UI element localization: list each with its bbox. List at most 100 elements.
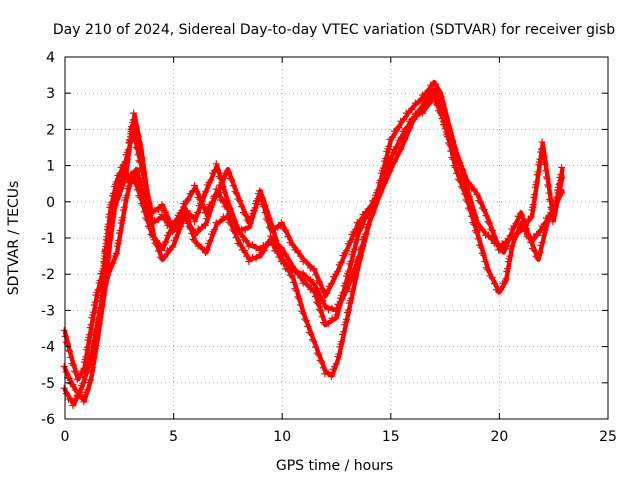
data-point (116, 226, 124, 234)
data-point (145, 199, 153, 207)
data-point (454, 157, 462, 165)
data-point (504, 265, 512, 273)
data-point (226, 204, 234, 212)
data-point (136, 158, 144, 166)
data-point (323, 289, 331, 297)
data-point (484, 231, 492, 239)
data-point (473, 191, 481, 199)
data-point (130, 136, 138, 144)
x-tick-label: 20 (490, 429, 508, 445)
data-point (194, 209, 202, 217)
data-point (288, 272, 296, 280)
data-point (241, 210, 249, 218)
data-point (542, 167, 550, 175)
data-point (86, 376, 94, 384)
data-point (112, 249, 120, 257)
data-point (134, 151, 142, 159)
x-tick-label: 15 (382, 429, 400, 445)
data-point (530, 246, 538, 254)
x-tick-label: 10 (273, 429, 291, 445)
data-point (245, 258, 253, 266)
data-point (463, 186, 471, 194)
data-point (415, 97, 423, 105)
data-point (198, 243, 206, 251)
data-point (484, 218, 492, 226)
data-point (408, 115, 416, 123)
data-point (319, 297, 327, 305)
data-point (518, 211, 526, 219)
data-point (537, 145, 545, 153)
data-point (442, 128, 450, 136)
data-point (346, 237, 354, 245)
data-point (204, 207, 212, 215)
data-point (107, 214, 115, 222)
data-point (311, 292, 319, 300)
data-point (251, 204, 259, 212)
data-point (194, 242, 202, 250)
data-point (301, 315, 309, 323)
data-point (220, 189, 228, 197)
data-point (69, 381, 77, 389)
y-tick-label: 4 (46, 50, 55, 66)
data-point (543, 175, 551, 183)
data-point (135, 192, 143, 200)
data-point (487, 235, 495, 243)
data-point (487, 225, 495, 233)
data-point (66, 347, 74, 355)
data-point (137, 164, 145, 172)
data-point (536, 248, 544, 256)
y-tick-label: -5 (41, 376, 55, 392)
data-point (480, 206, 488, 214)
data-point (553, 193, 561, 201)
data-point (129, 130, 137, 138)
data-point (80, 398, 88, 406)
data-point (269, 241, 277, 249)
data-point (541, 226, 549, 234)
data-point (343, 247, 351, 255)
data-point (438, 99, 446, 107)
data-point (403, 124, 411, 132)
data-point (87, 321, 95, 329)
data-point (355, 253, 363, 261)
data-point (223, 212, 231, 220)
data-point (531, 191, 539, 199)
data-point (128, 124, 136, 132)
data-point (184, 216, 192, 224)
data-point (130, 178, 138, 186)
data-point (327, 280, 335, 288)
x-axis-label: GPS time / hours (276, 458, 393, 474)
data-point (555, 181, 563, 189)
y-tick-label: 2 (46, 122, 55, 138)
data-point (533, 178, 541, 186)
data-point (541, 160, 549, 168)
data-point (488, 273, 496, 281)
data-point (383, 164, 391, 172)
data-point (299, 258, 307, 266)
data-point (208, 199, 216, 207)
data-point (116, 170, 124, 178)
data-point (419, 109, 427, 117)
data-series-layer (60, 79, 566, 409)
data-point (218, 179, 226, 187)
data-point (545, 216, 553, 224)
data-point (310, 337, 318, 345)
data-point (335, 350, 343, 358)
chart-title: Day 210 of 2024, Sidereal Day-to-day VTE… (53, 22, 615, 38)
data-point (352, 236, 360, 244)
data-point (100, 259, 108, 267)
y-tick-label: -2 (41, 267, 55, 283)
data-point (310, 287, 318, 294)
data-point (98, 282, 106, 290)
data-point (128, 123, 136, 131)
data-point (165, 229, 173, 237)
data-point (295, 295, 303, 303)
data-point (270, 224, 278, 232)
data-point (339, 289, 347, 297)
data-point (194, 225, 202, 233)
data-point (439, 100, 447, 108)
data-point (83, 343, 91, 351)
data-point (321, 320, 329, 328)
data-point (96, 304, 104, 312)
data-point (140, 177, 148, 185)
data-point (98, 291, 106, 299)
